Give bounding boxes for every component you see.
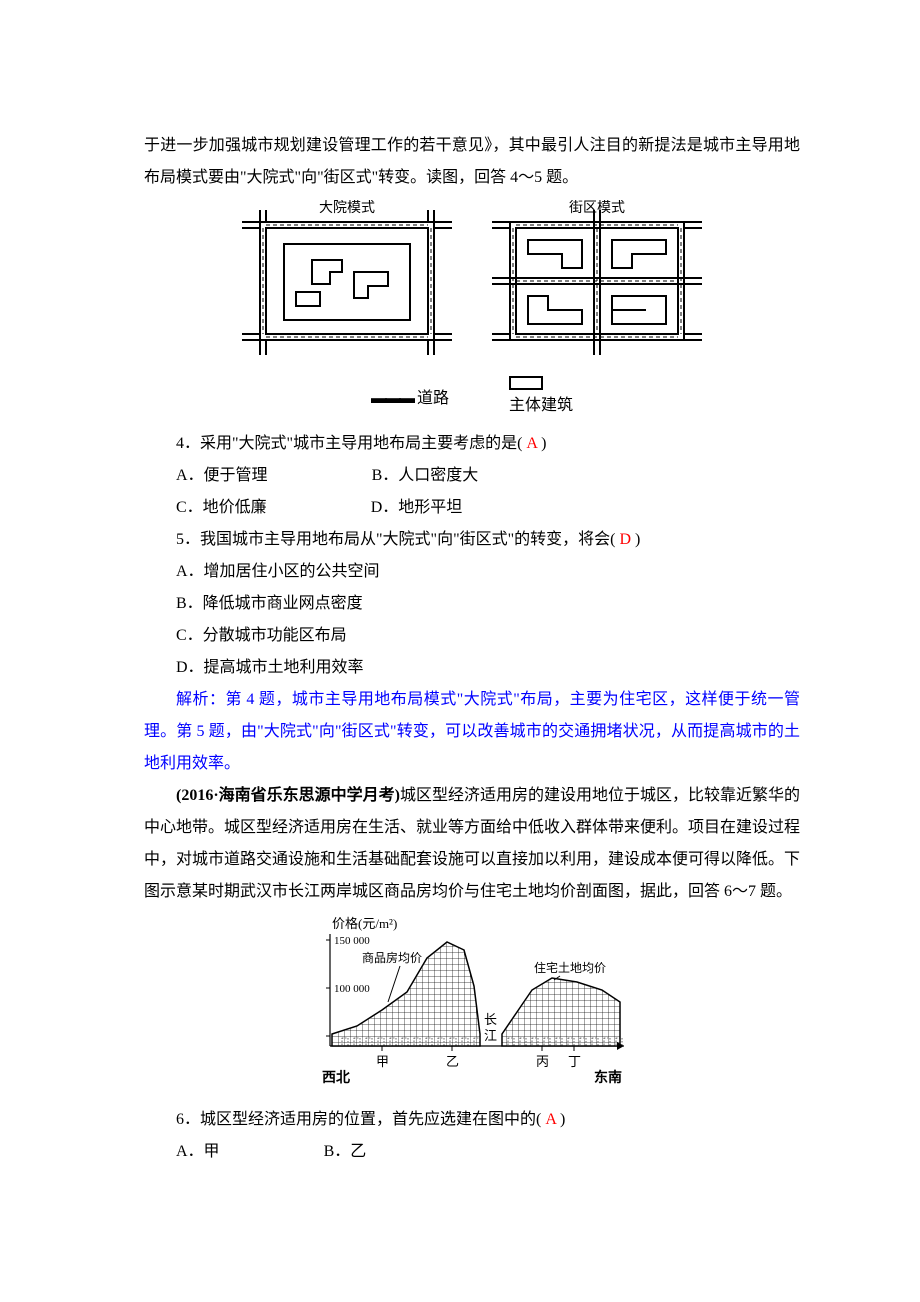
svg-text:乙: 乙 bbox=[446, 1054, 459, 1069]
svg-text:甲: 甲 bbox=[376, 1054, 389, 1069]
q4-optD: D．地形平坦 bbox=[371, 499, 463, 516]
q5-optB-line: B．降低城市商业网点密度 bbox=[144, 588, 800, 620]
q4-optB: B．人口密度大 bbox=[372, 467, 479, 484]
q5-optA-line: A．增加居住小区的公共空间 bbox=[144, 556, 800, 588]
q6-stem-post: ) bbox=[560, 1111, 565, 1128]
passage2: (2016·海南省乐东思源中学月考)城区型经济适用房的建设用地位于城区，比较靠近… bbox=[144, 780, 800, 908]
svg-text:西北: 西北 bbox=[322, 1070, 350, 1086]
q6-line1: A．甲 B．乙 bbox=[144, 1136, 800, 1168]
q4-stem-post: ) bbox=[541, 435, 546, 452]
figure-price-profile: 价格(元/m²)150 000100 0005 000商品房均价住宅土地均价长江… bbox=[144, 916, 800, 1096]
q5-optB: B．降低城市商业网点密度 bbox=[176, 595, 363, 612]
svg-text:住宅土地均价: 住宅土地均价 bbox=[534, 960, 606, 975]
q6-stem-pre: 6．城区型经济适用房的位置，首先应选建在图中的( bbox=[176, 1111, 541, 1128]
q5-answer: D bbox=[619, 531, 631, 548]
q6-answer: A bbox=[545, 1111, 556, 1128]
q5-optC: C．分散城市功能区布局 bbox=[176, 627, 347, 644]
q4-stem: 4．采用"大院式"城市主导用地布局主要考虑的是( A ) bbox=[144, 428, 800, 460]
svg-text:东南: 东南 bbox=[594, 1069, 622, 1086]
legend-building: 主体建筑 bbox=[509, 376, 573, 422]
diagram-dayuan: 大院模式 bbox=[242, 200, 452, 370]
intro-paragraph: 于进一步加强城市规划建设管理工作的若干意见》，其中最引人注目的新提法是城市主导用… bbox=[144, 130, 800, 194]
legend-bldg-label: 主体建筑 bbox=[509, 397, 573, 414]
q4-stem-pre: 4．采用"大院式"城市主导用地布局主要考虑的是( bbox=[176, 435, 522, 452]
fig1-left-title: 大院模式 bbox=[319, 200, 375, 216]
q5-optA: A．增加居住小区的公共空间 bbox=[176, 563, 380, 580]
figure1-legend: ▬▬▬ 道路 主体建筑 bbox=[144, 376, 800, 422]
svg-text:江: 江 bbox=[484, 1028, 497, 1043]
q5-optD-line: D．提高城市土地利用效率 bbox=[144, 652, 800, 684]
svg-text:150 000: 150 000 bbox=[334, 935, 370, 947]
q4-line1: A．便于管理 B．人口密度大 bbox=[144, 460, 800, 492]
q5-stem-post: ) bbox=[635, 531, 640, 548]
q6-stem: 6．城区型经济适用房的位置，首先应选建在图中的( A ) bbox=[144, 1104, 800, 1136]
q4-line2: C．地价低廉 D．地形平坦 bbox=[144, 492, 800, 524]
figure-layout-modes: 大院模式 bbox=[144, 200, 800, 370]
q4-optA: A．便于管理 bbox=[176, 467, 268, 484]
explanation-4-5: 解析：第 4 题，城市主导用地布局模式"大院式"布局，主要为住宅区，这样便于统一… bbox=[144, 684, 800, 780]
q6-optB: B．乙 bbox=[324, 1143, 367, 1160]
fig1-right-title: 街区模式 bbox=[569, 200, 625, 216]
legend-road-label: 道路 bbox=[417, 390, 449, 407]
price-profile-svg: 价格(元/m²)150 000100 0005 000商品房均价住宅土地均价长江… bbox=[302, 916, 642, 1096]
legend-road: ▬▬▬ 道路 bbox=[371, 383, 449, 415]
q5-optD: D．提高城市土地利用效率 bbox=[176, 659, 364, 676]
svg-text:价格(元/m²): 价格(元/m²) bbox=[332, 916, 397, 931]
passage2-source: (2016·海南省乐东思源中学月考) bbox=[176, 787, 400, 804]
svg-text:100 000: 100 000 bbox=[334, 983, 370, 995]
q5-stem-pre: 5．我国城市主导用地布局从"大院式"向"街区式"的转变，将会( bbox=[176, 531, 615, 548]
svg-text:丁: 丁 bbox=[568, 1054, 581, 1069]
q5-optC-line: C．分散城市功能区布局 bbox=[144, 620, 800, 652]
svg-text:商品房均价: 商品房均价 bbox=[362, 950, 422, 965]
svg-text:丙: 丙 bbox=[536, 1054, 549, 1069]
q4-answer: A bbox=[526, 435, 537, 452]
svg-text:长: 长 bbox=[484, 1012, 497, 1027]
q6-optA: A．甲 bbox=[176, 1143, 220, 1160]
q4-optC: C．地价低廉 bbox=[176, 499, 267, 516]
diagram-jiequ: 街区模式 bbox=[492, 200, 702, 370]
q5-stem: 5．我国城市主导用地布局从"大院式"向"街区式"的转变，将会( D ) bbox=[144, 524, 800, 556]
